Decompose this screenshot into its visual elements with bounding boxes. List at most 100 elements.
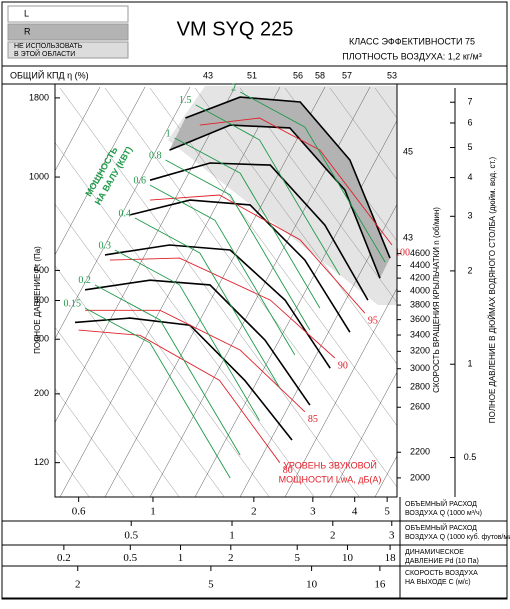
x-tick-label: 0.5 [124,530,138,542]
x-tick-label: 2 [75,579,81,591]
y-tick-label: 300 [34,334,49,344]
legend-swatch [7,23,129,41]
x-axis-label: ВОЗДУХА Q (1000 м³/ч) [405,510,482,517]
power-value: 0.15 [64,298,82,309]
curve [85,309,306,413]
legend-label: L [24,8,29,18]
system-line [55,86,191,340]
x-axis-label: НА ВЫХОДЕ C (м/с) [405,579,471,586]
x-tick-label: 2 [251,506,257,518]
y2-tick-label: 2200 [410,447,430,457]
y2-axis-label: СКОРОСТЬ ВРАЩЕНИЯ КРЫЛЬЧАТКИ n (об/мин) [432,207,441,393]
efficiency-value: 51 [247,70,257,80]
efficiency-line [55,326,180,497]
curve [195,104,341,276]
x-tick-label: 10 [306,579,318,591]
y2-tick-label: 2000 [410,472,430,482]
y-tick-label: 400 [34,295,49,305]
y3-tick-label: 0.5 [464,452,477,462]
x-tick-label: 4 [352,506,358,518]
efficiency-line [239,87,397,303]
power-value: 1.5 [179,95,192,106]
efficiency-value: 45 [403,146,413,156]
sound-value: 90 [338,360,348,371]
curve [78,329,281,463]
system-line [239,203,397,497]
y2-tick-label: 2600 [410,402,430,412]
x-tick-label: 2 [330,530,336,542]
curve [84,279,311,406]
power-value: 0.3 [98,240,111,251]
system-line [55,86,236,423]
y3-tick-label: 7 [467,97,472,107]
y3-tick-label: 5 [467,142,472,152]
efficiency-line [55,203,270,497]
system-line [284,287,397,497]
curve [134,217,281,389]
efficiency-line [149,87,397,426]
power-value: 0.2 [78,275,91,286]
y-axis-label: ПОЛНОЕ ДАВЛЕНИЕ Pt (Па) [33,246,42,354]
power-value: 2 [231,82,236,93]
efficiency-value: 58 [315,70,325,80]
x-axis-label: СКОРОСТЬ ВОЗДУХА [405,570,478,577]
curve [94,284,241,456]
power-value: 1 [166,128,171,139]
x-tick-label: 0.5 [123,552,137,564]
y2-tick-label: 4200 [410,273,430,283]
y2-tick-label: 3600 [410,314,430,324]
efficiency-value: 43 [203,70,213,80]
x-axis-label: ОБЪЕМНЫЙ РАСХОД [405,523,477,532]
x-tick-label: 18 [385,552,397,564]
efficiency-value: 43 [403,232,413,242]
x-axis-label: ВОЗДУХА Q (1000 куб. футов/мин) [405,533,510,541]
efficiency-line [55,388,135,497]
x-tick-label: 2 [228,552,234,564]
y2-tick-label: 3800 [410,299,430,309]
y3-axis-label: ПОЛНОЕ ДАВЛЕНИЕ В ДЮЙМАХ ВОДЯНОГО СТОЛБА… [488,156,497,423]
x-tick-label: 1 [150,506,156,518]
curve [109,257,336,359]
curve [149,162,369,301]
power-value: 0.6 [134,175,147,186]
y3-tick-label: 4 [467,172,472,182]
efficiency-value: 53 [387,70,397,80]
efficiency-line [55,142,315,497]
efficiency-value: 56 [293,70,303,80]
x-tick-label: 16 [374,579,386,591]
y2-tick-label: 4600 [410,248,430,258]
efficiency-value: 57 [342,70,352,80]
system-line [104,86,326,497]
curve [149,194,366,314]
curve [129,199,351,333]
legend-swatch [7,5,129,23]
curve [239,91,386,263]
sound-value: 80 [283,465,293,476]
chart-title: VM SYQ 225 [177,18,294,40]
system-line [194,120,397,497]
y2-tick-label: 2800 [410,382,430,392]
y-tick-label: 200 [34,388,49,398]
x-tick-label: 1 [229,530,235,542]
plot-area [55,86,397,497]
chart-subtitle: КЛАСС ЭФФЕКТИВНОСТИ 75 [349,36,475,46]
power-value: 0.8 [149,150,162,161]
curve [114,249,260,421]
y2-tick-label: 3400 [410,329,430,339]
curve [169,124,381,279]
y3-tick-label: 2 [467,265,472,275]
efficiency-axis-label: ОБЩИЙ КПД η (%) [10,69,89,80]
sound-value: 100 [395,247,410,258]
curve [149,184,296,356]
x-tick-label: 3 [389,530,395,542]
curve [174,137,321,309]
chart-subtitle: ПЛОТНОСТЬ ВОЗДУХА: 1,2 кг/м³ [342,51,481,61]
y2-tick-label: 4000 [410,286,430,296]
curve [199,117,393,246]
legend-label: НЕ ИСПОЛЬЗОВАТЬ [14,43,83,50]
curve [165,159,311,331]
system-line [329,371,397,497]
x-tick-label: 5 [208,579,214,591]
system-line [55,86,101,172]
